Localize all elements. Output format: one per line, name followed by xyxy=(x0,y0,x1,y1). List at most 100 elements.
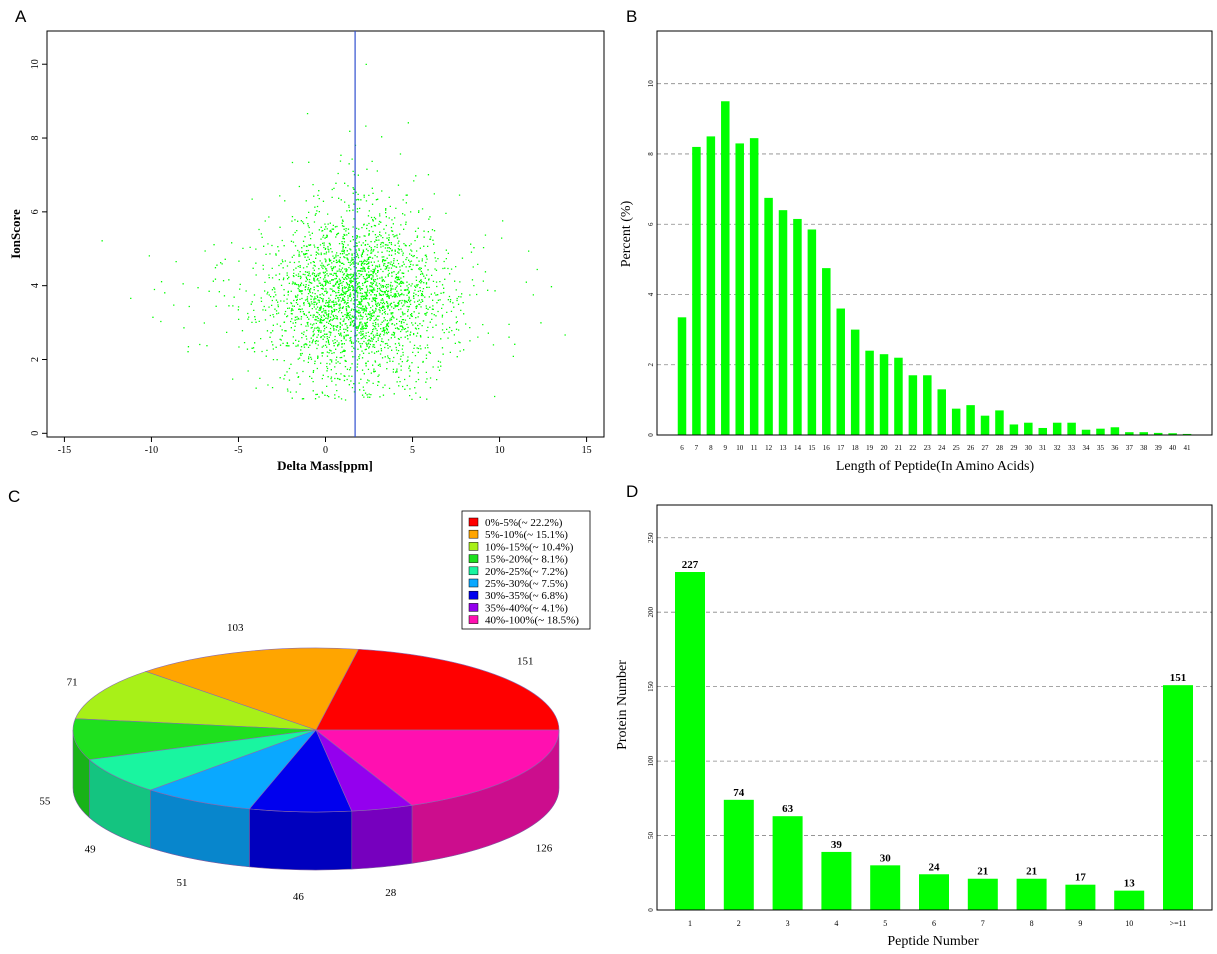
bar xyxy=(1081,429,1091,435)
y-tick-label: 150 xyxy=(647,681,655,692)
x-tick-label: 38 xyxy=(1140,444,1148,452)
bar xyxy=(908,375,918,435)
bar xyxy=(821,851,852,910)
panel-letter-c: C xyxy=(8,487,20,506)
bar-value-label: 151 xyxy=(1170,672,1187,684)
bar-chart-d: 227 74 63 39 30 24 21 21 17 13 151 1 2 3 4 5 6 7 8 9 10 >=11… xyxy=(615,504,1213,949)
pie-slice-side xyxy=(249,808,353,871)
x-tick-label: 27 xyxy=(982,444,990,452)
x-tick-label: 7 xyxy=(981,919,985,928)
y-tick-label: 4 xyxy=(30,283,41,288)
x-ticks-b: 6 7 8 9 10 11 12 13 14 15 16 17 18 19 20 21 22 23 24 25 26 27… xyxy=(680,444,1191,452)
legend-entry: 10%-15%(~ 10.4%) xyxy=(485,541,574,553)
scatter-point-cloud xyxy=(101,63,566,401)
x-tick-label: >=11 xyxy=(1170,919,1187,928)
bar-value-label: 227 xyxy=(682,559,699,571)
bars-d xyxy=(675,572,1193,910)
bar-value-labels-d: 227 74 63 39 30 24 21 21 17 13 151 xyxy=(682,559,1187,890)
x-tick-label: 5 xyxy=(883,919,887,928)
x-tick-label: 19 xyxy=(866,444,874,452)
x-tick-label: 11 xyxy=(751,444,758,452)
pie-chart-c: 151 103 71 55 49 51 46 28 126 0%-5%(~ 22.2%)5%-1… xyxy=(39,510,591,903)
x-tick-label: 35 xyxy=(1097,444,1105,452)
bar-chart-b: 6 7 8 9 10 11 12 13 14 15 16 17 18 19 20 21 22 23 24 25 26 27… xyxy=(619,30,1213,474)
pie-slice xyxy=(149,729,317,810)
bar xyxy=(1096,428,1105,435)
x-tick-label: 1 xyxy=(688,919,692,928)
bar xyxy=(675,572,705,910)
plot-frame-a xyxy=(46,30,605,438)
x-tick-label: 4 xyxy=(834,919,838,928)
bar xyxy=(1038,427,1047,435)
y-tick-label: 4 xyxy=(647,292,655,296)
bar xyxy=(980,415,990,435)
y-tick-label: 0 xyxy=(647,908,655,912)
bar-value-label: 63 xyxy=(782,803,794,815)
panel-letter-b: B xyxy=(626,7,637,26)
bar xyxy=(1125,432,1134,435)
bar-value-label: 21 xyxy=(977,866,988,878)
legend-swatch xyxy=(468,554,479,563)
y-tick-label: 250 xyxy=(647,532,655,543)
pie-slice-label: 49 xyxy=(85,844,97,856)
x-ticks-d: 1 2 3 4 5 6 7 8 9 10 >=11 xyxy=(688,919,1186,928)
x-tick-label: 33 xyxy=(1068,444,1076,452)
bar xyxy=(966,405,975,435)
legend-box xyxy=(461,510,591,630)
x-tick-label: 20 xyxy=(881,444,889,452)
bar xyxy=(706,136,716,436)
legend-swatch xyxy=(468,578,479,588)
x-tick-label: 5 xyxy=(410,445,415,456)
bar xyxy=(967,878,998,910)
x-tick-label: 7 xyxy=(695,444,699,452)
y-ticks-b: 0 2 4 6 8 10 xyxy=(647,80,655,437)
legend-entry: 0%-5%(~ 22.2%) xyxy=(485,517,563,529)
x-tick-label: 10 xyxy=(736,444,744,452)
x-tick-label: 28 xyxy=(996,444,1004,452)
pie-sides xyxy=(72,729,560,871)
x-tick-label: 9 xyxy=(1078,919,1082,928)
x-tick-label: 8 xyxy=(1030,919,1034,928)
y-tick-label: 8 xyxy=(30,136,41,141)
bar xyxy=(692,146,701,436)
x-tick-label: 8 xyxy=(709,444,713,452)
x-tick-label: 10 xyxy=(495,445,505,456)
x-tick-label: 0 xyxy=(323,445,328,456)
y-tick-label: 10 xyxy=(30,59,41,69)
bar-value-label: 17 xyxy=(1075,872,1087,884)
bar xyxy=(677,317,687,435)
grid-lines-b xyxy=(657,83,1212,366)
bar xyxy=(923,375,932,435)
legend-entry: 30%-35%(~ 6.8%) xyxy=(485,590,568,602)
x-tick-label: 30 xyxy=(1025,444,1033,452)
legend-entry: 35%-40%(~ 4.1%) xyxy=(485,602,568,614)
legend-entry: 5%-10%(~ 15.1%) xyxy=(485,529,568,541)
x-ticks-a: -15 -10 -5 0 5 10 15 xyxy=(58,437,592,456)
pie-slice-label: 46 xyxy=(293,891,305,903)
x-axis-label-b: Length of Peptide(In Amino Acids) xyxy=(836,459,1035,474)
bar xyxy=(879,354,889,435)
bar xyxy=(721,101,730,436)
x-tick-label: 23 xyxy=(924,444,932,452)
bar xyxy=(951,408,961,435)
x-tick-label: 15 xyxy=(808,444,816,452)
bar xyxy=(822,268,831,435)
bar-value-label: 13 xyxy=(1124,878,1136,890)
bar xyxy=(937,389,946,435)
plot-frame-d xyxy=(656,504,1213,911)
bar xyxy=(1153,432,1163,435)
pie-labels: 151 103 71 55 49 51 46 28 126 xyxy=(39,622,552,903)
y-tick-label: 10 xyxy=(647,80,655,88)
y-tick-label: 0 xyxy=(30,431,41,436)
pie-slice xyxy=(315,729,560,806)
bar xyxy=(1139,432,1149,435)
bar xyxy=(870,865,901,910)
pie-top xyxy=(72,647,560,813)
pie-slice-label: 55 xyxy=(39,795,51,807)
pie-slice xyxy=(315,648,560,731)
bar xyxy=(1065,884,1096,910)
bar xyxy=(836,308,845,435)
bars-b xyxy=(677,101,1192,436)
x-tick-label: 41 xyxy=(1184,444,1192,452)
